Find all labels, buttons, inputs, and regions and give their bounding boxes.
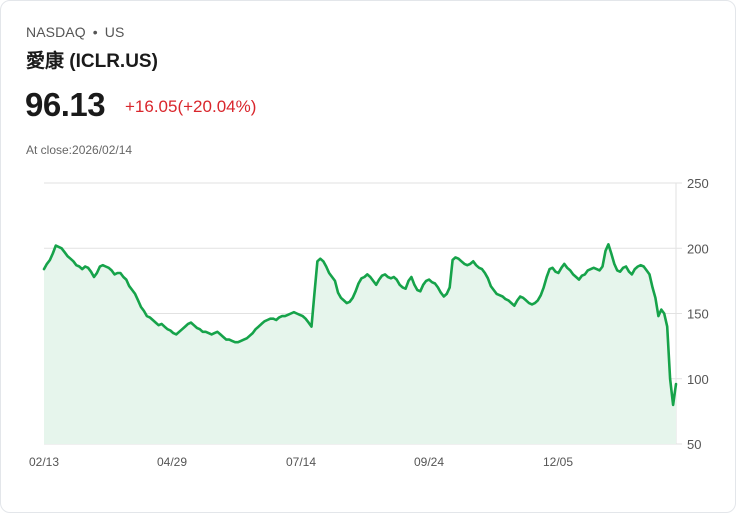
price-change: +16.05(+20.04%) xyxy=(125,97,257,116)
separator-dot: • xyxy=(92,24,98,40)
exchange-label: NASDAQ • US xyxy=(26,24,124,40)
y-tick-label: 50 xyxy=(687,437,701,452)
exchange-name: NASDAQ xyxy=(26,24,86,40)
price-line xyxy=(42,243,678,407)
x-tick-label: 04/29 xyxy=(157,455,187,469)
y-tick-label: 250 xyxy=(687,176,709,191)
x-tick-label: 02/13 xyxy=(29,455,59,469)
stock-title: 愛康 (ICLR.US) xyxy=(26,51,158,72)
close-date: At close:2026/02/14 xyxy=(26,143,133,157)
x-axis-ticks: 02/13 04/29 07/14 09/24 12/05 xyxy=(29,455,573,469)
x-tick-label: 12/05 xyxy=(543,455,573,469)
current-price: 96.13 xyxy=(25,86,106,123)
region-name: US xyxy=(104,24,125,40)
x-tick-label: 07/14 xyxy=(286,455,316,469)
y-tick-label: 200 xyxy=(687,241,709,256)
y-tick-label: 100 xyxy=(687,372,709,387)
y-tick-label: 150 xyxy=(687,307,709,322)
y-axis-ticks: 250 200 150 100 50 xyxy=(687,176,709,452)
price-area-fill xyxy=(44,244,676,444)
x-tick-label: 09/24 xyxy=(414,455,444,469)
